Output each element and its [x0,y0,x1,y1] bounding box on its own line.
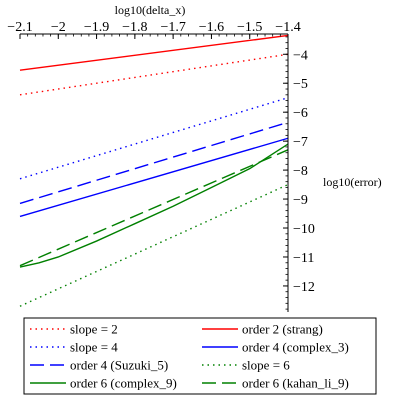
series-order-4-suzuki-5 [19,121,289,205]
series-order-4-complex-3 [19,137,289,218]
legend-box [23,317,377,395]
x-ticks: −2.1 −2 −1.9 −1.8 −1.7 −1.6 −1.5 −1.4 [7,20,301,39]
series-order-6-complex-9 [19,143,289,268]
series-layer [19,34,289,307]
legend-label: slope = 2 [70,322,118,337]
legend-label: order 6 (kahan_li_9) [242,376,349,391]
y-ticks: −4 −5 −6 −7 −8 −9 −10 −11 −12 [283,36,315,310]
axes: −2.1 −2 −1.9 −1.8 −1.7 −1.6 −1.5 −1.4 −4−5−6−7−… [7,3,382,312]
legend-label: order 2 (strang) [242,322,323,337]
legend-label: order 4 (complex_3) [242,340,349,355]
y-tick-label: −6 [293,106,308,121]
legend-label: slope = 6 [242,358,290,373]
x-tick-label: −1.6 [199,20,224,35]
x-axis-title: log10(delta_x) [115,3,186,17]
x-tick-label: −1.5 [237,20,262,35]
y-tick-label: −10 [293,222,315,237]
y-tick-label: −11 [293,251,314,266]
series-slope-6 [19,183,289,307]
legend: slope = 2 order 2 (strang) slope = 4 order … [23,317,377,395]
legend-label: order 6 (complex_9) [70,376,177,391]
series-order-6-kahan-li-9 [19,149,289,267]
y-tick-label: −7 [293,135,308,150]
series-order-2-strang [19,34,289,71]
y-tick-label: −4 [293,48,308,63]
x-tick-label: −1.4 [275,20,300,35]
x-tick-label: −1.7 [160,20,185,35]
legend-items: slope = 2 order 2 (strang) slope = 4 order … [30,322,349,391]
y-tick-label: −9 [293,193,308,208]
y-tick-label: −8 [293,164,308,179]
y-tick-label: −12 [293,280,315,295]
x-tick-label: −1.9 [84,20,109,35]
legend-label: order 4 (Suzuki_5) [70,358,168,373]
x-tick-label: −1.8 [122,20,147,35]
series-slope-2 [19,53,289,96]
y-tick-label: −5 [293,77,308,92]
y-axis-title: log10(error) [323,175,382,189]
x-tick-label: −2 [51,20,66,35]
x-tick-label: −2.1 [7,20,32,35]
legend-label: slope = 4 [70,340,118,355]
